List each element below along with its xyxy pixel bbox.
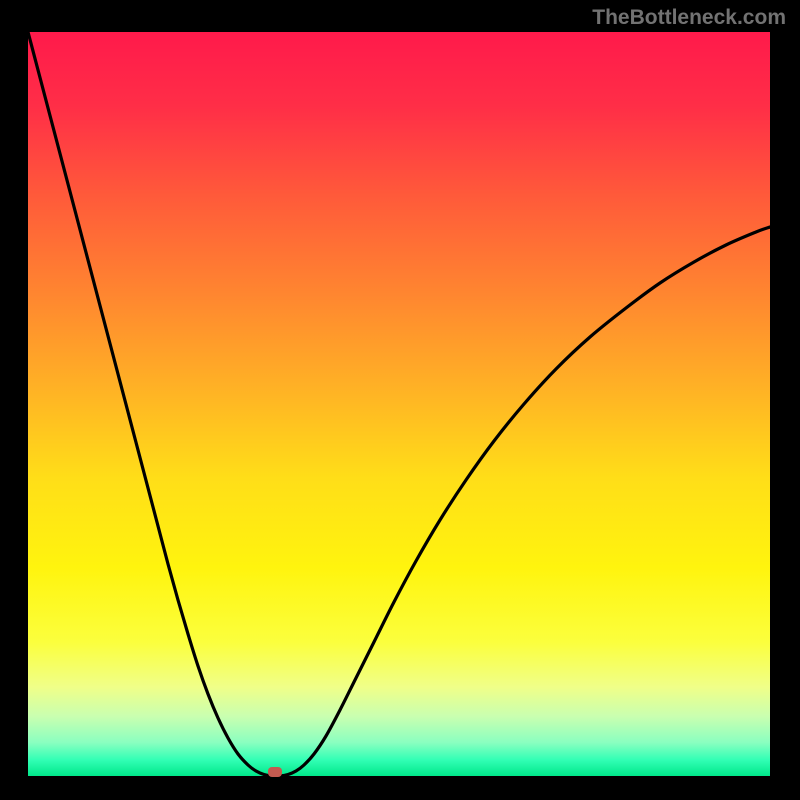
min-point-marker	[268, 767, 282, 777]
curve-layer	[28, 32, 770, 776]
watermark-text: TheBottleneck.com	[592, 6, 786, 30]
plot-area	[28, 32, 770, 776]
v-curve-path	[28, 32, 770, 776]
chart-container: TheBottleneck.com	[0, 0, 800, 800]
